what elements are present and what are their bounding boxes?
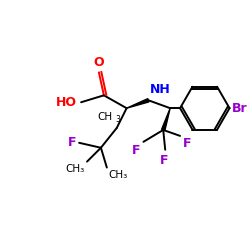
Text: NH: NH bbox=[150, 83, 171, 96]
Text: F: F bbox=[160, 154, 168, 167]
Text: 3: 3 bbox=[116, 115, 121, 124]
Text: CH: CH bbox=[98, 112, 113, 122]
Text: Br: Br bbox=[232, 102, 247, 115]
Text: HO: HO bbox=[56, 96, 77, 109]
Text: F: F bbox=[68, 136, 76, 149]
Polygon shape bbox=[127, 99, 149, 108]
Polygon shape bbox=[162, 108, 170, 130]
Text: O: O bbox=[94, 56, 104, 68]
Text: CH₃: CH₃ bbox=[66, 164, 85, 173]
Text: CH₃: CH₃ bbox=[109, 170, 128, 179]
Text: F: F bbox=[132, 144, 140, 157]
Text: F: F bbox=[183, 137, 192, 150]
